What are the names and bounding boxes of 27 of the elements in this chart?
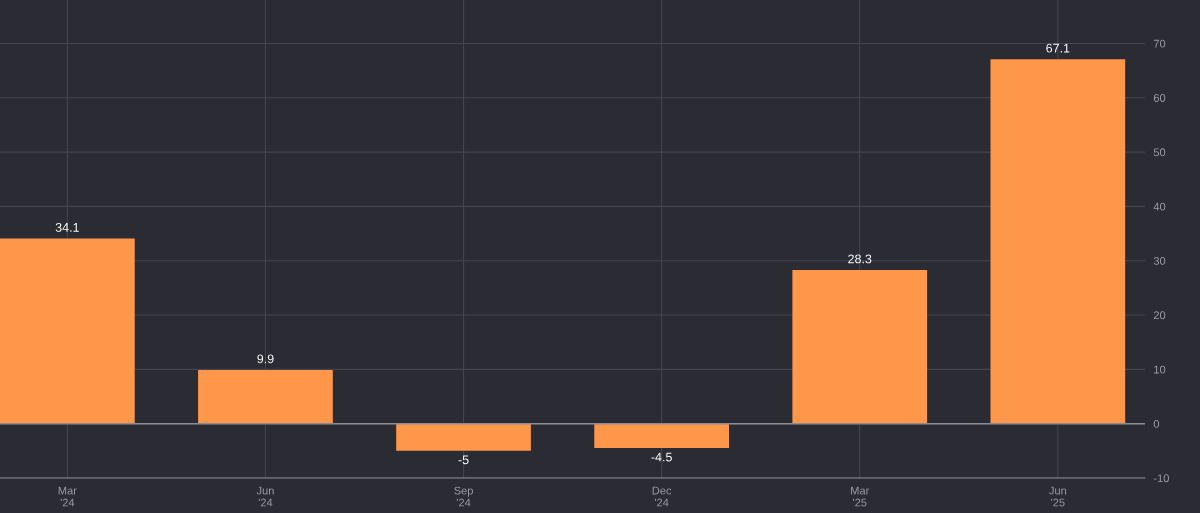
bar bbox=[396, 423, 531, 451]
y-tick-label: 30 bbox=[1153, 256, 1166, 265]
data-label: 28.3 bbox=[848, 254, 872, 264]
bar bbox=[0, 238, 135, 424]
data-label: -4.5 bbox=[651, 452, 672, 462]
x-tick-label: Mar '25 bbox=[851, 486, 870, 507]
data-label: 67.1 bbox=[1046, 43, 1070, 53]
x-tick-label: Mar '24 bbox=[58, 486, 77, 507]
bar bbox=[198, 369, 333, 424]
x-tick-label: Jun '25 bbox=[1049, 486, 1067, 507]
y-tick-label: 10 bbox=[1154, 365, 1166, 374]
x-tick-label: Dec '24 bbox=[652, 486, 672, 507]
x-tick-label: Sep '24 bbox=[454, 486, 473, 507]
bar bbox=[594, 423, 729, 449]
data-label: -5 bbox=[458, 455, 469, 465]
y-tick-label: 20 bbox=[1153, 311, 1166, 320]
bar bbox=[990, 59, 1126, 424]
y-tick-label: 40 bbox=[1153, 202, 1166, 211]
y-tick-label: 70 bbox=[1153, 39, 1166, 48]
data-label: 34.1 bbox=[55, 222, 79, 232]
y-tick-label: 0 bbox=[1153, 419, 1160, 428]
y-tick-label: -10 bbox=[1153, 474, 1169, 483]
bar bbox=[792, 269, 928, 424]
y-tick-label: 60 bbox=[1153, 94, 1166, 102]
y-tick-label: 50 bbox=[1153, 148, 1166, 157]
data-label: 9.9 bbox=[257, 354, 274, 364]
x-tick-label: Jun '24 bbox=[256, 486, 274, 507]
